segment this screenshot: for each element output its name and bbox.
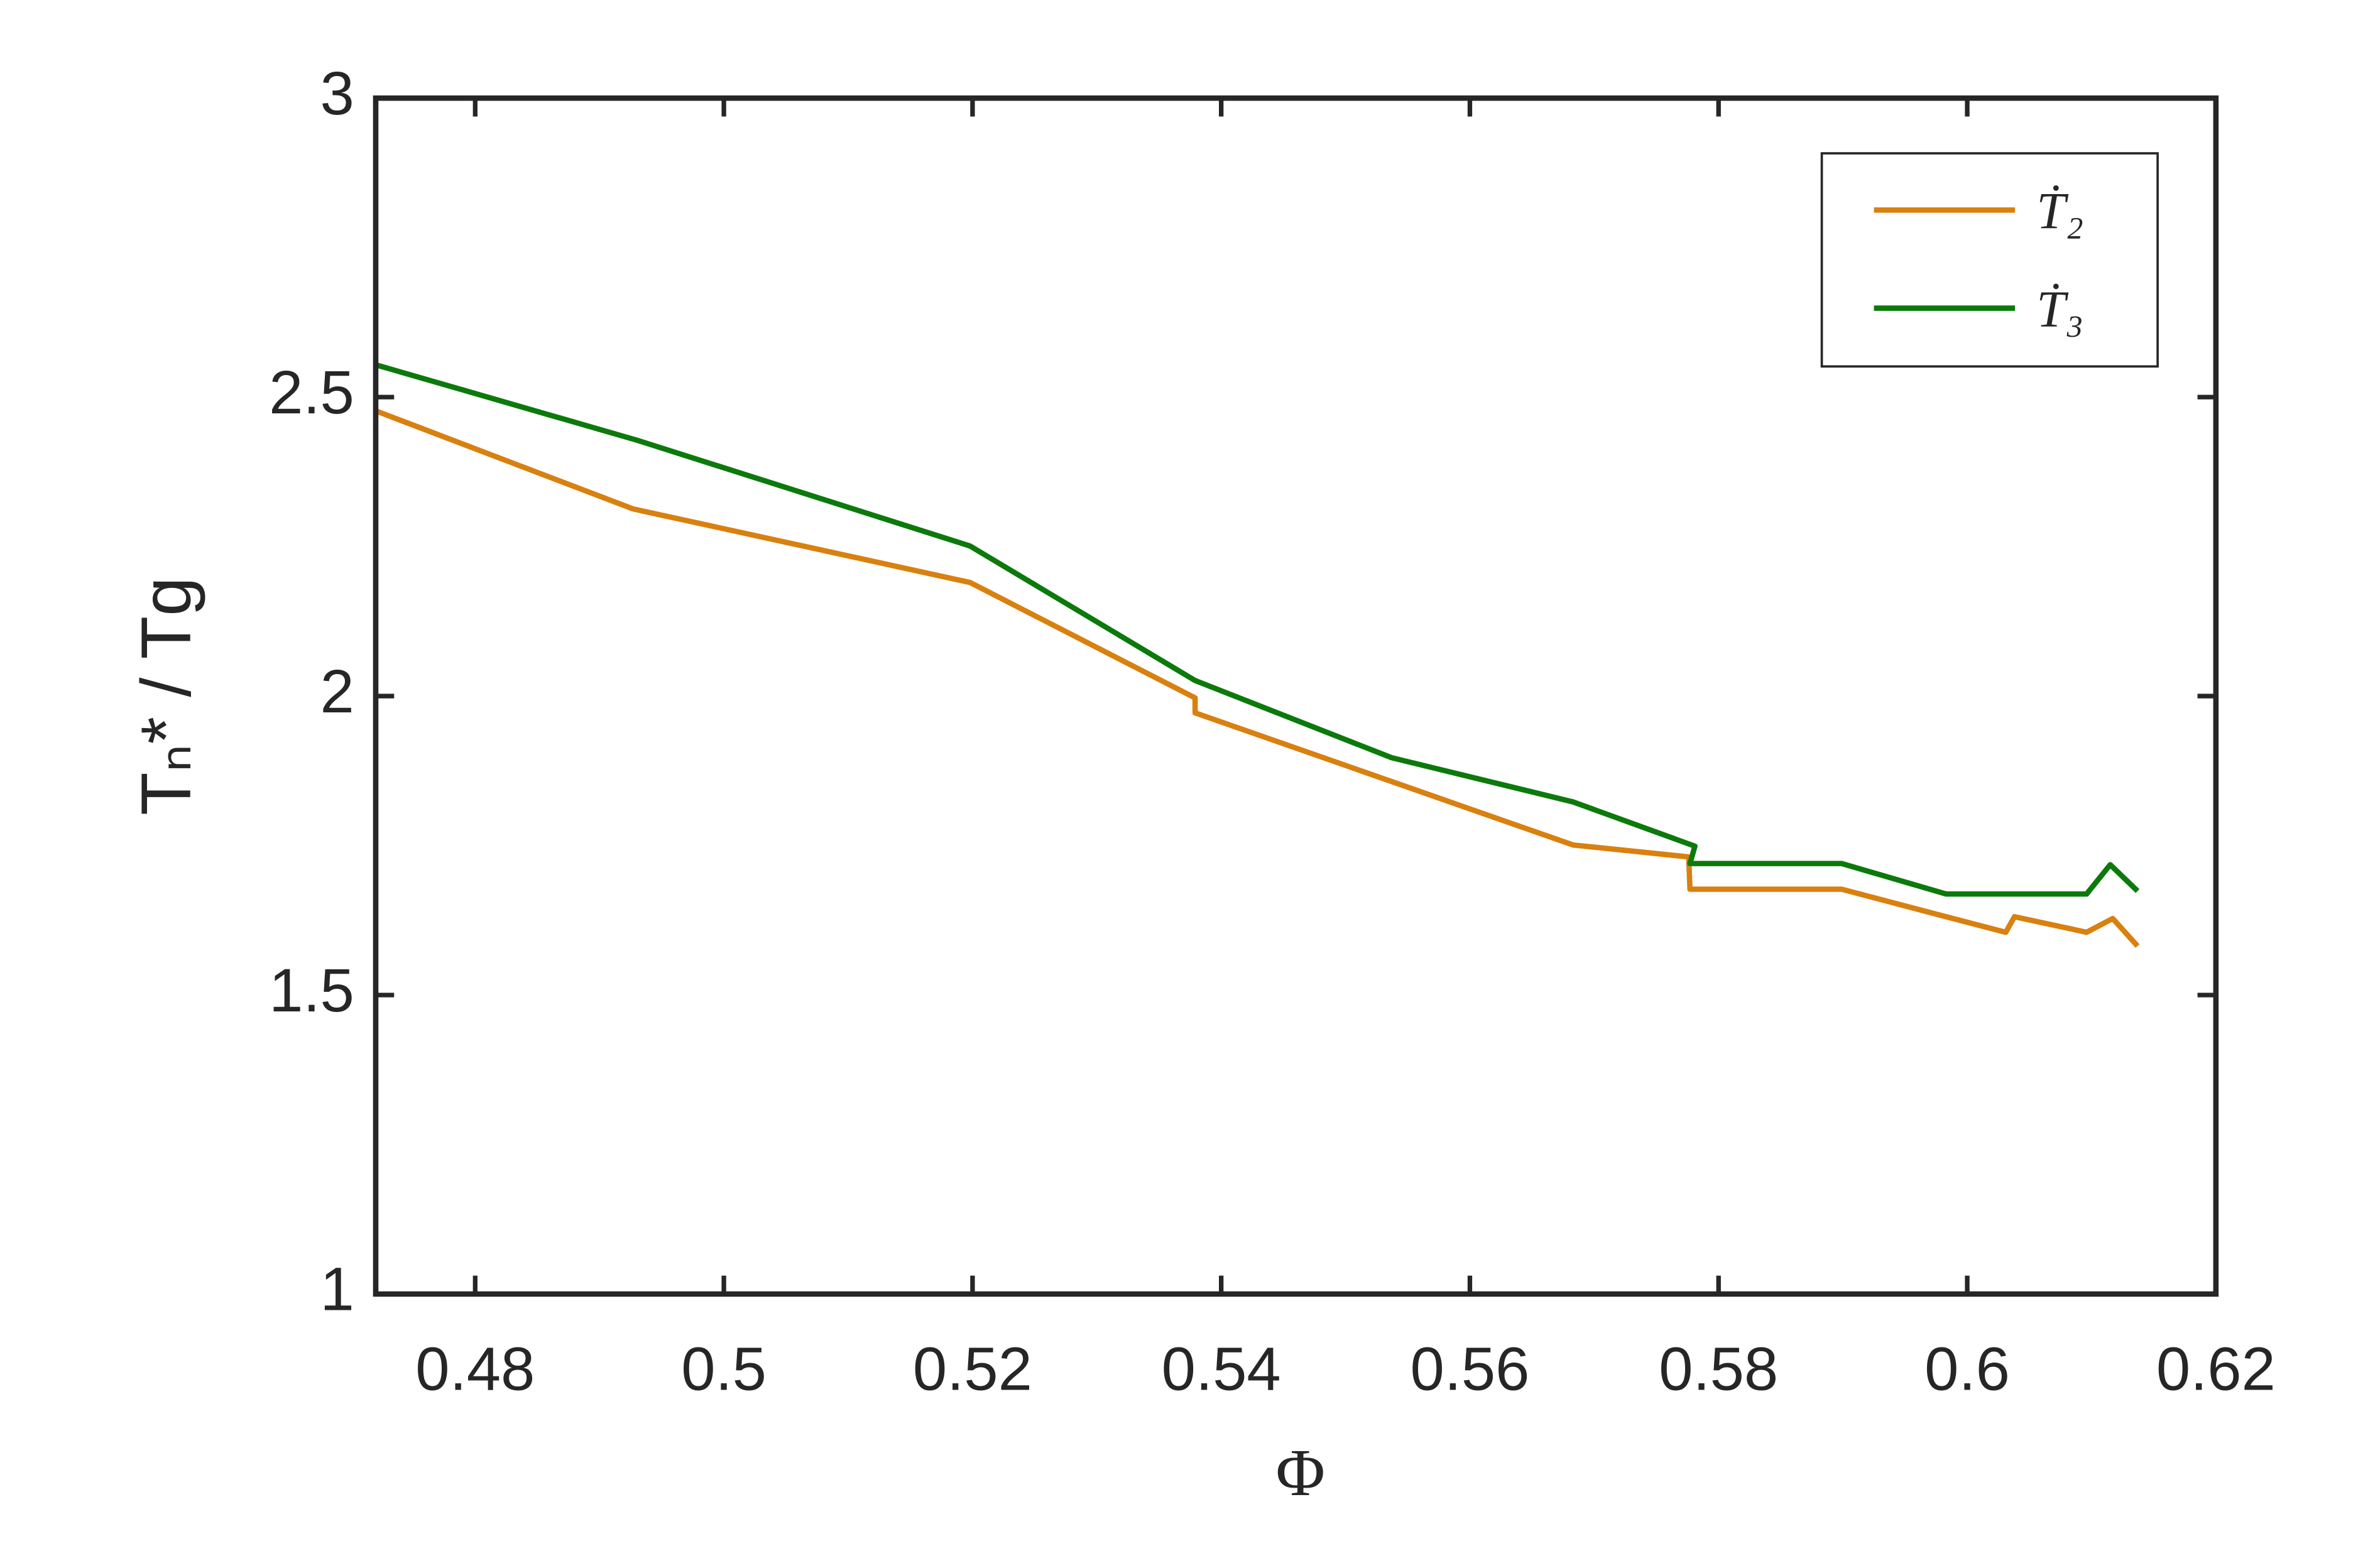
series-line <box>374 408 2140 948</box>
plot-frame <box>373 95 2219 1297</box>
y-tick-label: 1.5 <box>269 956 354 1025</box>
x-tick-label: 0.6 <box>1924 1335 2010 1403</box>
x-tick-label: 0.54 <box>1162 1335 1281 1403</box>
x-tick-label: 0.52 <box>913 1335 1032 1403</box>
series-line <box>374 362 2140 897</box>
x-axis-label: Φ <box>1275 1435 1325 1510</box>
y-tick-label: 3 <box>320 59 354 128</box>
legend-box <box>1820 152 2159 368</box>
y-axis-label: Tₙ* / Tg <box>126 577 205 815</box>
x-tick-label: 0.5 <box>681 1335 767 1403</box>
legend: Ṫ₂ Ṫ₃ <box>1820 152 2159 368</box>
x-tick-label: 0.48 <box>415 1335 535 1403</box>
x-tick-label: 0.62 <box>2156 1335 2276 1403</box>
legend-label: Ṫ₃ <box>2036 280 2083 337</box>
y-tick-label: 2 <box>320 657 354 726</box>
x-tick-label: 0.58 <box>1659 1335 1778 1403</box>
y-tick-label: 1 <box>320 1255 354 1324</box>
x-tick-label: 0.56 <box>1410 1335 1529 1403</box>
y-tick-label: 2.5 <box>269 358 354 427</box>
legend-label: Ṫ₂ <box>2036 182 2083 239</box>
